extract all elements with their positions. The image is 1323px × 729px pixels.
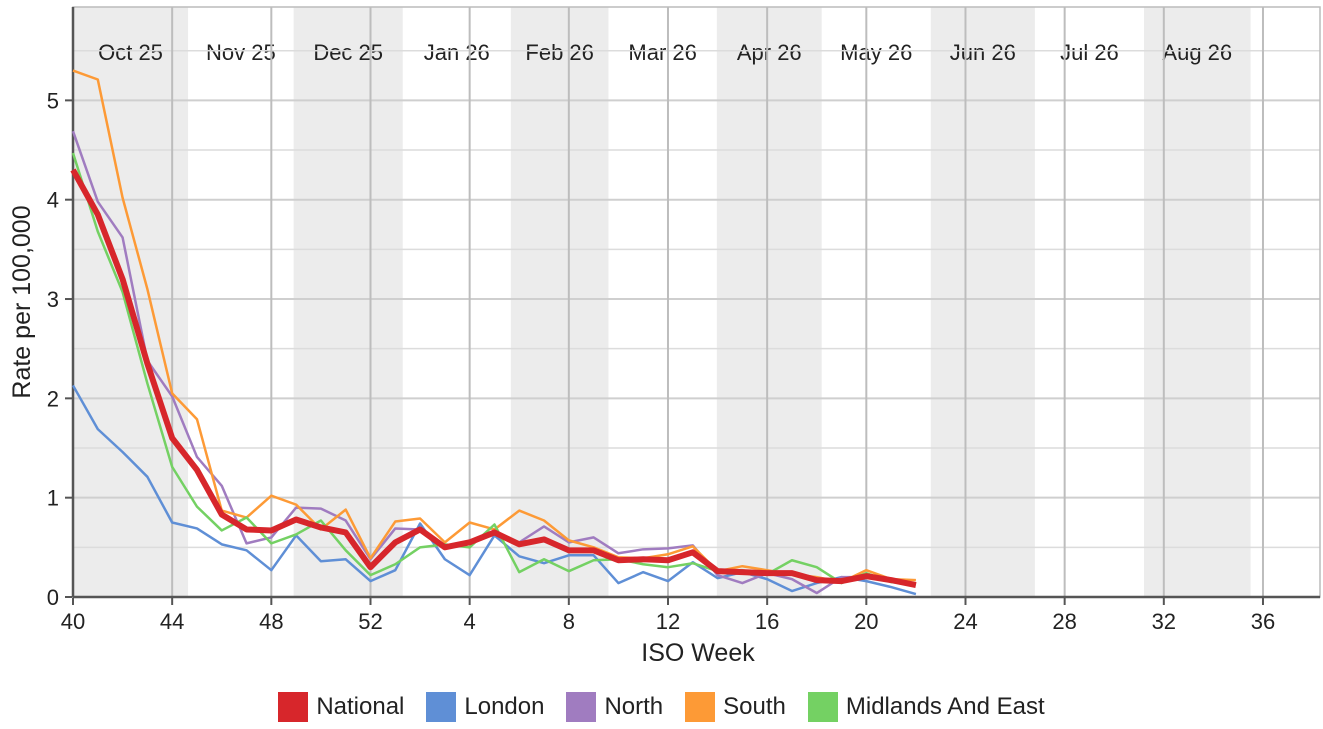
legend-swatch [278, 692, 309, 722]
month-label: Jul 26 [1060, 40, 1119, 65]
month-label: Apr 26 [737, 40, 802, 65]
legend-swatch [807, 692, 838, 722]
month-label: Nov 25 [206, 40, 276, 65]
x-tick-label: 8 [563, 609, 575, 634]
month-band [716, 7, 822, 597]
month-label: Jan 26 [424, 40, 490, 65]
x-tick-label: 36 [1251, 609, 1275, 634]
y-tick-label: 3 [47, 287, 59, 312]
x-axis-title: ISO Week [641, 639, 755, 667]
month-band [510, 7, 609, 597]
y-axis-title: Rate per 100,000 [8, 205, 36, 398]
legend-item: National [278, 692, 404, 722]
month-label: Dec 25 [313, 40, 383, 65]
legend-label: North [604, 693, 664, 720]
series-line [71, 152, 917, 586]
legend: National London North South Midlands And Eas… [0, 692, 1323, 722]
month-label: Feb 26 [525, 40, 594, 65]
month-label: May 26 [840, 40, 912, 65]
legend-item: Midlands And East [807, 692, 1045, 722]
plot-frame [72, 6, 1321, 598]
y-tick-label: 0 [47, 585, 59, 610]
legend-swatch [566, 692, 597, 722]
month-label: Mar 26 [628, 40, 696, 65]
x-tick-label: 20 [854, 609, 878, 634]
x-tick-label: 32 [1152, 609, 1176, 634]
x-tick-label: 4 [464, 609, 476, 634]
month-label: Oct 25 [98, 40, 163, 65]
legend-swatch [426, 692, 457, 722]
legend-item: South [685, 692, 786, 722]
legend-swatch [685, 692, 716, 722]
legend-item: North [566, 692, 663, 722]
month-band [1143, 7, 1251, 597]
month-label: Jun 26 [950, 40, 1016, 65]
chart: ISO Week Rate per 100,000 Oct 25 Nov 25 De… [8, 6, 1321, 667]
y-tick-label: 4 [47, 188, 59, 213]
x-tick-label: 48 [259, 609, 283, 634]
x-tick-label: 52 [358, 609, 382, 634]
legend-label: South [723, 693, 786, 720]
legend-item: London [426, 692, 544, 722]
legend-label: Midlands And East [845, 693, 1045, 720]
series-line [70, 168, 917, 589]
y-tick-label: 5 [47, 88, 59, 113]
x-tick-label: 44 [160, 609, 184, 634]
y-tick-label: 2 [47, 386, 59, 411]
month-label: Aug 26 [1162, 40, 1232, 65]
x-tick-label: 40 [61, 609, 85, 634]
y-tick-label: 1 [47, 486, 59, 511]
x-tick-label: 12 [656, 609, 680, 634]
legend-label: London [464, 693, 545, 720]
x-tick-label: 24 [953, 609, 977, 634]
legend-label: National [316, 693, 405, 720]
x-tick-label: 16 [755, 609, 779, 634]
x-tick-label: 28 [1052, 609, 1076, 634]
month-band [930, 7, 1035, 597]
